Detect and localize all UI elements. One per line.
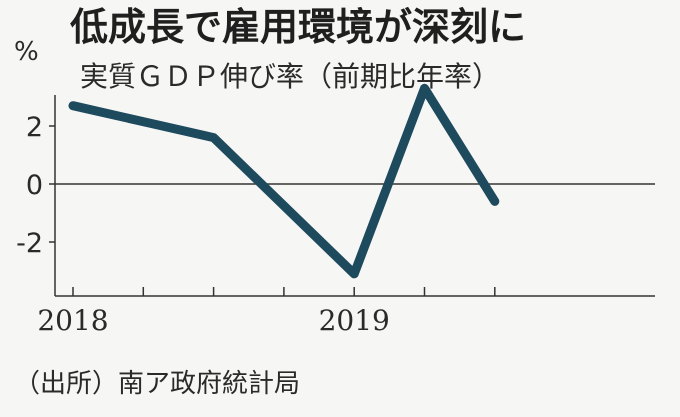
series-line xyxy=(68,83,500,279)
y-tick-label: 2 xyxy=(26,112,43,143)
x-tick-label: 2018 xyxy=(37,304,108,337)
y-tick-label: -2 xyxy=(16,228,43,259)
x-ticks: 2018 2019 xyxy=(37,287,496,337)
y-tick-label: 0 xyxy=(26,170,43,201)
y-axis-unit: % xyxy=(14,37,39,67)
chart-subtitle: 実質ＧＤＰ伸び率（前期比年率） xyxy=(80,60,500,93)
x-tick-label: 2019 xyxy=(319,304,390,337)
series xyxy=(68,83,500,279)
source-note: （出所）南ア政府統計局 xyxy=(14,369,300,399)
axes xyxy=(54,95,655,297)
y-ticks: 2 0 -2 xyxy=(16,112,55,259)
chart-title: 低成長で雇用環境が深刻に xyxy=(70,5,526,49)
